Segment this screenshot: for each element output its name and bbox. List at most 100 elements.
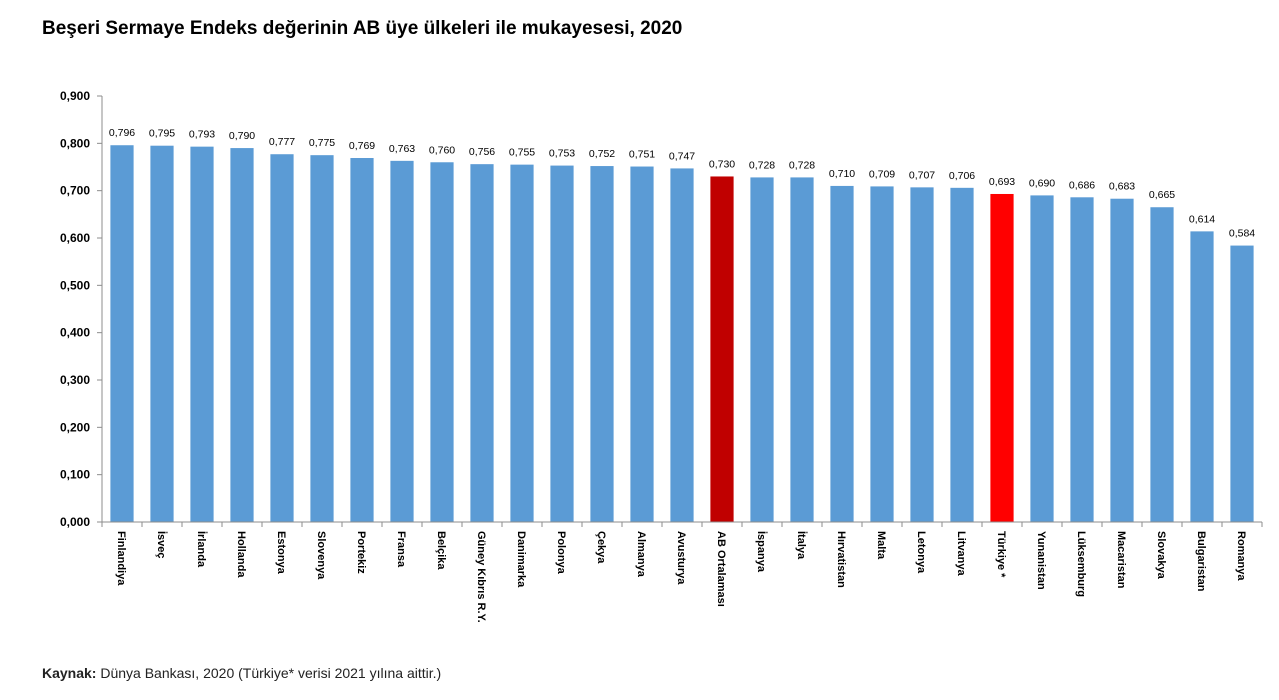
bar bbox=[1230, 245, 1254, 522]
bar bbox=[1150, 207, 1174, 522]
category-label: İsveç bbox=[155, 531, 168, 559]
bar bbox=[230, 148, 254, 523]
bar bbox=[270, 154, 294, 522]
category-label: Hırvatistan bbox=[835, 531, 847, 588]
category-label: Hollanda bbox=[235, 531, 247, 578]
y-tick-label: 0,500 bbox=[60, 278, 90, 292]
bar bbox=[790, 177, 814, 522]
category-label: Güney Kıbrıs R.Y. bbox=[475, 531, 487, 623]
category-label: Belçika bbox=[435, 531, 447, 570]
category-label: İrlanda bbox=[195, 531, 208, 568]
category-label: Avusturya bbox=[675, 531, 687, 585]
category-label: AB Ortalaması bbox=[715, 531, 727, 607]
data-label: 0,760 bbox=[429, 144, 455, 156]
chart-title: Beşeri Sermaye Endeks değerinin AB üye ü… bbox=[42, 18, 683, 39]
bar bbox=[710, 176, 734, 522]
bar bbox=[670, 168, 694, 523]
bar bbox=[470, 164, 494, 522]
y-tick-label: 0,800 bbox=[60, 136, 90, 150]
category-label: Danimarka bbox=[515, 531, 527, 588]
bar bbox=[550, 165, 574, 522]
bar bbox=[310, 155, 334, 522]
y-tick-label: 0,700 bbox=[60, 184, 90, 198]
bar bbox=[1030, 195, 1054, 522]
y-tick-label: 0,300 bbox=[60, 373, 90, 387]
source-text: Dünya Bankası, 2020 (Türkiye* verisi 202… bbox=[100, 665, 442, 681]
data-label: 0,665 bbox=[1149, 189, 1175, 201]
data-label: 0,756 bbox=[469, 146, 495, 158]
category-label: Romanya bbox=[1235, 531, 1247, 581]
data-label: 0,793 bbox=[189, 129, 215, 141]
y-tick-label: 0,000 bbox=[60, 515, 90, 529]
category-label: Malta bbox=[875, 531, 887, 560]
data-label: 0,584 bbox=[1229, 228, 1255, 240]
category-label: Bulgaristan bbox=[1195, 531, 1207, 592]
bar bbox=[430, 162, 454, 522]
bar bbox=[1070, 197, 1094, 522]
y-tick-label: 0,100 bbox=[60, 468, 90, 482]
data-label: 0,751 bbox=[629, 149, 655, 161]
bar bbox=[830, 185, 854, 522]
data-label: 0,796 bbox=[109, 127, 135, 139]
data-label: 0,795 bbox=[149, 128, 175, 140]
bar bbox=[870, 186, 894, 522]
source-label: Kaynak: bbox=[42, 665, 97, 681]
data-label: 0,775 bbox=[309, 137, 335, 149]
category-label: Polonya bbox=[555, 531, 567, 575]
data-label: 0,730 bbox=[709, 158, 735, 170]
bar bbox=[950, 187, 974, 522]
data-label: 0,686 bbox=[1069, 179, 1095, 191]
category-label: Lüksemburg bbox=[1075, 531, 1087, 597]
bar bbox=[630, 166, 654, 522]
y-tick-label: 0,400 bbox=[60, 326, 90, 340]
category-label: İtalya bbox=[795, 531, 808, 560]
data-label: 0,707 bbox=[909, 169, 935, 181]
bar bbox=[350, 158, 374, 523]
data-label: 0,728 bbox=[789, 159, 815, 171]
bar bbox=[1110, 198, 1134, 523]
category-label: Yunanistan bbox=[1035, 531, 1047, 590]
data-label: 0,728 bbox=[749, 159, 775, 171]
data-label: 0,769 bbox=[349, 140, 375, 152]
category-label: Estonya bbox=[275, 531, 287, 575]
data-label: 0,683 bbox=[1109, 181, 1135, 193]
category-label: Letonya bbox=[915, 531, 927, 574]
data-label: 0,777 bbox=[269, 136, 295, 148]
category-label: Slovenya bbox=[315, 531, 327, 580]
category-label: Slovakya bbox=[1155, 531, 1167, 580]
bar bbox=[190, 146, 214, 522]
bar bbox=[110, 145, 134, 522]
data-label: 0,709 bbox=[869, 168, 895, 180]
bar bbox=[510, 164, 534, 522]
data-label: 0,706 bbox=[949, 170, 975, 182]
data-label: 0,755 bbox=[509, 147, 535, 159]
data-label: 0,753 bbox=[549, 148, 575, 160]
source-note: Kaynak: Dünya Bankası, 2020 (Türkiye* ve… bbox=[42, 665, 441, 681]
bar bbox=[750, 177, 774, 522]
data-label: 0,790 bbox=[229, 130, 255, 142]
data-label: 0,614 bbox=[1189, 213, 1215, 225]
bar bbox=[390, 160, 414, 522]
bar bbox=[590, 166, 614, 522]
category-label: Çekya bbox=[595, 531, 607, 564]
bar bbox=[910, 187, 934, 522]
category-label: Türkiye * bbox=[995, 531, 1007, 578]
category-label: Litvanya bbox=[955, 531, 967, 577]
data-label: 0,747 bbox=[669, 150, 695, 162]
category-label: Almanya bbox=[635, 531, 647, 578]
data-label: 0,763 bbox=[389, 143, 415, 155]
data-label: 0,752 bbox=[589, 148, 615, 160]
bar bbox=[990, 193, 1014, 523]
data-label: 0,693 bbox=[989, 176, 1015, 188]
category-label: Finlandiya bbox=[115, 531, 127, 586]
category-label: Portekiz bbox=[355, 531, 367, 574]
y-tick-label: 0,200 bbox=[60, 420, 90, 434]
bar bbox=[150, 145, 174, 522]
data-label: 0,690 bbox=[1029, 177, 1055, 189]
bar bbox=[1190, 231, 1214, 522]
category-label: Macaristan bbox=[1115, 531, 1127, 589]
y-tick-label: 0,600 bbox=[60, 231, 90, 245]
bar-chart: 0,000 0,100 0,200 0,300 0,400 0,500 0,600 0,700… bbox=[60, 89, 1263, 623]
data-label: 0,710 bbox=[829, 168, 855, 180]
category-label: Fransa bbox=[395, 531, 407, 568]
